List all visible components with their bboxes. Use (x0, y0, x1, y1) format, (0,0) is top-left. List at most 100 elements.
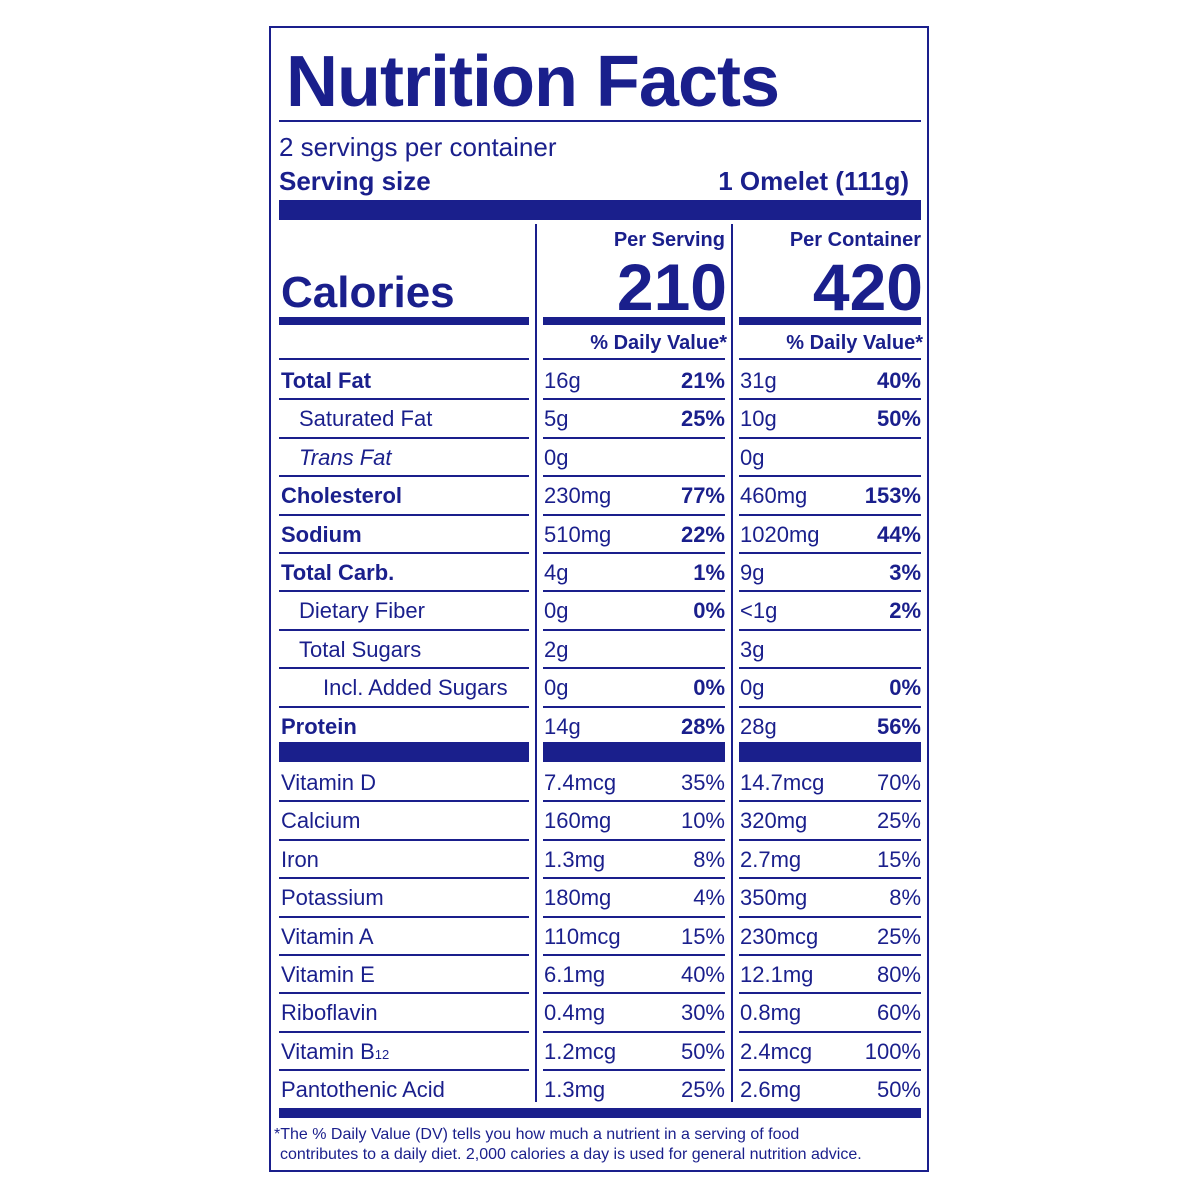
container-daily-value: 70% (876, 770, 921, 795)
row-divider (279, 358, 529, 360)
container-amount: <1g (740, 598, 778, 624)
vitamin-row: Vitamin E 6.1mg 40% 12.1mg 80% (271, 956, 931, 994)
row-divider (279, 552, 529, 554)
nutrient-row: Saturated Fat 5g 25% 10g 50% (271, 400, 931, 438)
container-daily-value: 50% (876, 406, 921, 432)
serving-amount: 2g (544, 636, 569, 662)
page-title: Nutrition Facts (286, 42, 780, 122)
row-divider (739, 877, 921, 880)
serving-amount: 14g (544, 713, 581, 739)
container-amount: 28g (740, 713, 777, 739)
serving-amount: 1.2mcg (544, 1038, 617, 1064)
container-daily-value: 44% (876, 521, 921, 547)
nutrient-name: Sodium (281, 521, 362, 547)
vitamin-name: Iron (281, 841, 529, 879)
serving-amount: 180mg (544, 885, 612, 911)
serving-daily-value (611, 631, 725, 669)
column-divider-1 (535, 224, 537, 1102)
row-divider (543, 628, 725, 631)
vitamin-row: Vitamin B12 1.2mcg 50% 2.4mcg 100% (271, 1033, 931, 1071)
serving-daily-value: 50% (680, 1038, 725, 1064)
row-divider (739, 552, 921, 554)
container-daily-value: 80% (876, 962, 921, 987)
serving-amount: 5g (544, 406, 569, 432)
nutrient-name: Protein (281, 713, 357, 739)
nutrient-name: Cholesterol (281, 483, 403, 509)
container-daily-value: 100% (864, 1038, 921, 1064)
serving-amount: 1.3mg (544, 1077, 606, 1103)
container-daily-value: 3% (889, 560, 921, 585)
row-divider (279, 1069, 529, 1072)
serving-daily-value: 0% (693, 598, 725, 624)
serving-amount: 0g (544, 675, 569, 701)
row-divider (279, 513, 529, 516)
serving-amount: 230mg (544, 483, 612, 509)
vitamin-row: Vitamin A 110mcg 15% 230mcg 25% (271, 918, 931, 956)
vitamin-name: Vitamin E (281, 956, 529, 994)
thick-divider-vitamins-mid (543, 742, 725, 762)
serving-daily-value: 22% (680, 521, 725, 547)
nutrient-name: Dietary Fiber (299, 598, 425, 624)
row-divider (279, 992, 529, 995)
serving-daily-value (611, 439, 725, 477)
vitamin-name-text: Potassium (281, 885, 384, 911)
row-divider (279, 1030, 529, 1033)
vitamin-name-text: Iron (281, 846, 319, 872)
nutrient-name: Trans Fat (299, 444, 392, 470)
vitamin-name-text: Vitamin D (281, 770, 376, 795)
row-divider (279, 877, 529, 880)
vitamin-name-text: Vitamin E (281, 962, 375, 987)
row-divider (739, 628, 921, 631)
row-divider (279, 436, 529, 439)
vitamin-name-text: Vitamin B (281, 1038, 375, 1064)
vitamin-name: Pantothenic Acid (281, 1071, 529, 1109)
row-divider (543, 1030, 725, 1033)
container-amount: 12.1mg (740, 962, 814, 987)
container-amount: 0.8mg (740, 1000, 802, 1026)
nutrient-row: Protein 14g 28% 28g 56% (271, 708, 931, 746)
serving-size-label: Serving size (279, 166, 431, 196)
nutrient-row: Total Carb. 4g 1% 9g 3% (271, 554, 931, 592)
serving-amount: 16g (544, 368, 581, 393)
row-divider (279, 398, 529, 401)
vitamin-name: Potassium (281, 879, 529, 917)
row-divider (279, 705, 529, 708)
container-amount: 9g (740, 560, 765, 585)
serving-size-value: 1 Omelet (111g) (718, 166, 909, 196)
nutrient-name: Total Sugars (299, 636, 422, 662)
vitamin-subscript: 12 (374, 1046, 390, 1062)
bottom-divider (279, 1108, 921, 1118)
row-divider (279, 628, 529, 631)
nutrient-row: Total Sugars 2g 3g (271, 631, 931, 669)
row-divider (739, 800, 921, 803)
container-amount: 2.7mg (740, 846, 802, 872)
container-daily-value: 50% (876, 1077, 921, 1103)
row-divider (279, 838, 529, 841)
thick-divider-vitamins-right (739, 742, 921, 762)
row-divider (543, 915, 725, 918)
row-divider (543, 954, 725, 956)
row-divider (279, 590, 529, 593)
row-divider (739, 398, 921, 401)
row-divider (543, 667, 725, 670)
container-daily-value (807, 631, 921, 669)
nutrient-row: Trans Fat 0g 0g (271, 439, 931, 477)
row-divider (279, 475, 529, 478)
vitamin-row: Iron 1.3mg 8% 2.7mg 15% (271, 841, 931, 879)
serving-daily-value: 10% (680, 808, 725, 834)
container-amount: 31g (740, 368, 777, 393)
vitamin-name-text: Calcium (281, 808, 361, 834)
nutrient-row: Sodium 510mg 22% 1020mg 44% (271, 516, 931, 554)
serving-amount: 160mg (544, 808, 612, 834)
serving-daily-value: 77% (680, 483, 725, 509)
row-divider (543, 513, 725, 516)
row-divider (739, 436, 921, 439)
row-divider (739, 705, 921, 708)
row-divider (279, 915, 529, 918)
serving-daily-value: 25% (680, 1077, 725, 1103)
serving-amount: 510mg (544, 521, 612, 547)
container-amount: 0g (740, 444, 765, 470)
vitamin-name: Vitamin A (281, 918, 529, 956)
nutrient-row: Incl. Added Sugars 0g 0% 0g 0% (271, 669, 931, 707)
row-divider (543, 1069, 725, 1072)
